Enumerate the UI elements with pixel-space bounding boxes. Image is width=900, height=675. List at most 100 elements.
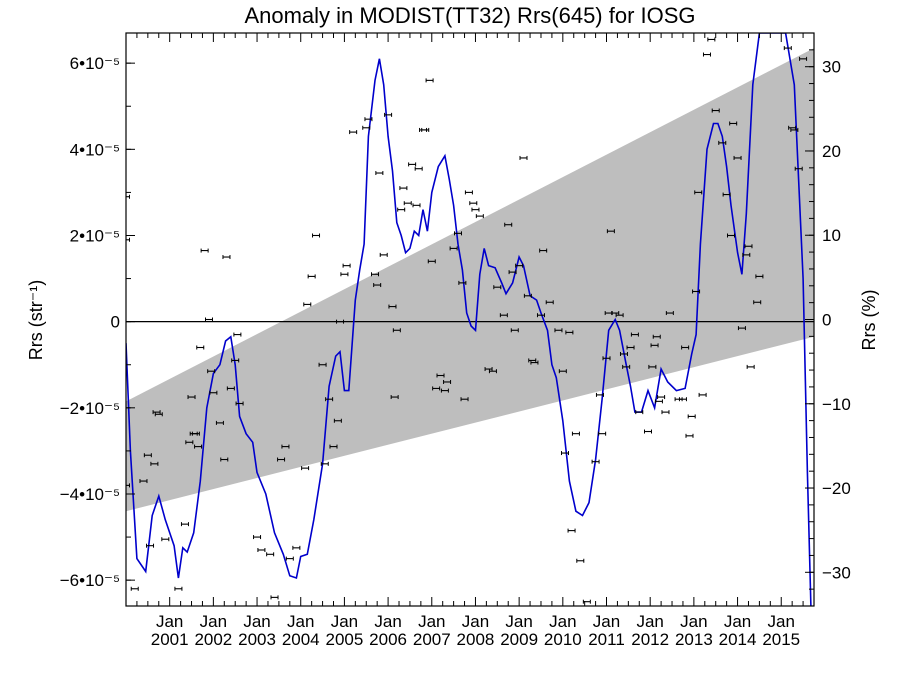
data-point (222, 255, 231, 260)
x-tick-label-year: 2001 (151, 630, 189, 649)
data-point (392, 328, 401, 333)
data-point (150, 461, 159, 466)
x-tick-label-year: 2002 (194, 630, 232, 649)
data-point (722, 192, 731, 197)
data-point (161, 537, 170, 542)
data-point (458, 280, 467, 285)
data-point (292, 545, 301, 550)
data-point (412, 203, 421, 208)
data-point (630, 332, 639, 337)
x-tick-label-month: Jan (768, 612, 795, 631)
data-point (464, 190, 473, 195)
confidence-band (126, 48, 814, 512)
data-point (598, 431, 607, 436)
x-tick-label-month: Jan (636, 612, 663, 631)
data-point (235, 401, 244, 406)
point-layer (126, 37, 808, 604)
data-point (379, 252, 388, 257)
data-point (530, 360, 539, 365)
data-point (718, 140, 727, 145)
y-tick-label-right: −10 (822, 395, 851, 414)
x-tick-label-month: Jan (549, 612, 576, 631)
x-tick-label-month: Jan (680, 612, 707, 631)
data-point (746, 364, 755, 369)
data-point (681, 345, 690, 350)
y-tick-label-left: −4•10⁻⁵ (60, 485, 120, 504)
data-point (615, 313, 624, 318)
y-tick-label-left: 4•10⁻⁵ (70, 140, 120, 159)
data-point (226, 386, 235, 391)
data-point (126, 483, 130, 488)
data-point (788, 125, 797, 130)
data-point (707, 37, 716, 42)
data-point (403, 201, 412, 206)
data-point (602, 356, 611, 361)
data-point (285, 556, 294, 561)
data-point (545, 300, 554, 305)
data-point (277, 457, 286, 462)
data-point (204, 317, 213, 322)
data-point (571, 431, 580, 436)
data-point (421, 127, 430, 132)
data-point (207, 369, 216, 374)
x-tick-label-month: Jan (331, 612, 358, 631)
data-point (154, 412, 163, 417)
data-point (303, 302, 312, 307)
data-point (436, 373, 445, 378)
data-point (635, 410, 644, 415)
data-point (484, 367, 493, 372)
data-point (692, 289, 701, 294)
x-tick-label-year: 2010 (544, 630, 582, 649)
data-point (312, 233, 321, 238)
y-tick-label-right: 30 (822, 58, 841, 77)
data-point (554, 328, 563, 333)
data-point (373, 283, 382, 288)
x-tick-label-month: Jan (418, 612, 445, 631)
x-tick-label-year: 2005 (325, 630, 363, 649)
x-tick-label-year: 2012 (631, 630, 669, 649)
x-tick-label-year: 2013 (675, 630, 713, 649)
data-point (362, 125, 371, 130)
data-point (755, 274, 764, 279)
data-point (432, 386, 441, 391)
data-point (493, 285, 502, 290)
data-point (399, 186, 408, 191)
data-point (595, 392, 604, 397)
y-tick-label-left: −6•10⁻⁵ (60, 571, 120, 590)
data-point (687, 414, 696, 419)
data-point (443, 379, 452, 384)
x-tick-label-month: Jan (374, 612, 401, 631)
data-point (281, 444, 290, 449)
data-point (510, 328, 519, 333)
data-point (209, 390, 218, 395)
data-point (364, 117, 373, 122)
data-point (622, 364, 631, 369)
x-tick-label-year: 2015 (762, 630, 800, 649)
data-point (694, 190, 703, 195)
data-point (143, 453, 152, 458)
data-point (139, 479, 148, 484)
data-point (619, 351, 628, 356)
data-point (536, 313, 545, 318)
data-point (753, 300, 762, 305)
x-tick-label-month: Jan (200, 612, 227, 631)
data-point (384, 112, 393, 117)
data-point (253, 535, 262, 540)
data-point (702, 52, 711, 57)
y-tick-label-right: 0 (822, 311, 831, 330)
data-point (329, 444, 338, 449)
x-tick-label-year: 2009 (500, 630, 538, 649)
x-tick-label-year: 2014 (719, 630, 757, 649)
data-point (196, 345, 205, 350)
data-point (194, 444, 203, 449)
data-point (661, 410, 670, 415)
data-point (318, 362, 327, 367)
data-point (519, 155, 528, 160)
y-tick-label-left: 2•10⁻⁵ (70, 226, 120, 245)
data-point (499, 313, 508, 318)
data-point (370, 272, 379, 277)
x-tick-label-month: Jan (287, 612, 314, 631)
data-point (711, 108, 720, 113)
data-point (307, 274, 316, 279)
data-point (783, 46, 792, 51)
